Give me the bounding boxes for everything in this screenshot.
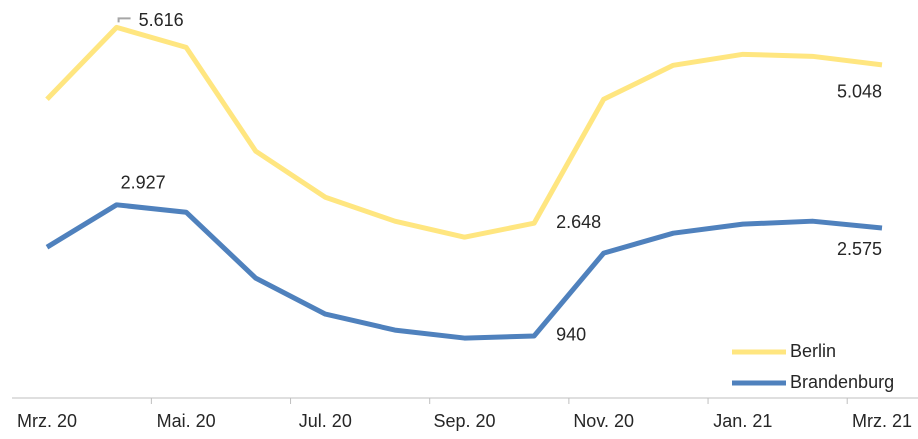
x-tick-label: Sep. 20: [433, 411, 495, 431]
x-tick-label: Mai. 20: [157, 411, 216, 431]
data-label: 2.927: [121, 173, 166, 193]
legend-label: Brandenburg: [790, 372, 894, 392]
data-label: 940: [556, 325, 586, 345]
x-tick-label: Nov. 20: [573, 411, 634, 431]
data-label: 5.616: [139, 10, 184, 30]
x-tick-label: Jul. 20: [299, 411, 352, 431]
x-tick-label: Mrz. 20: [17, 411, 77, 431]
series-line: [45, 24, 883, 240]
series-line: [45, 202, 883, 341]
leader-line: [117, 17, 131, 23]
x-tick-label: Jan. 21: [713, 411, 772, 431]
data-label: 5.048: [837, 82, 882, 102]
legend-label: Berlin: [790, 341, 836, 361]
data-label: 2.575: [837, 239, 882, 259]
x-tick-label: Mrz. 21: [852, 411, 912, 431]
data-label: 2.648: [556, 212, 601, 232]
